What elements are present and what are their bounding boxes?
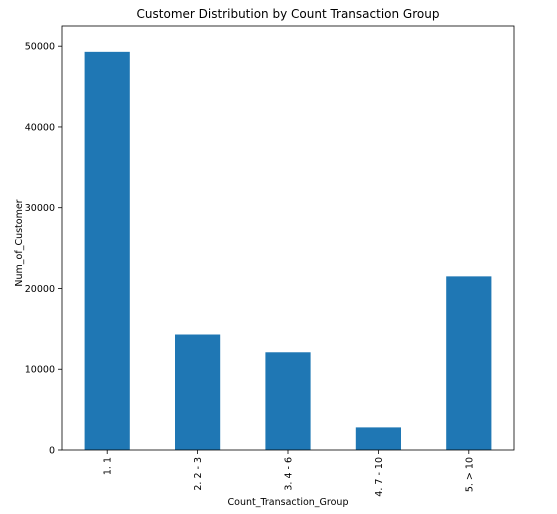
x-tick-label-2: 3. 4 - 6 xyxy=(284,457,295,491)
x-tick-label-0: 1. 1 xyxy=(103,457,114,475)
y-tick-label-3: 30000 xyxy=(25,203,55,214)
y-axis-label: Num_of_Customer xyxy=(14,199,25,286)
x-axis-label: Count_Transaction_Group xyxy=(228,497,349,508)
y-tick-label-0: 0 xyxy=(49,446,55,457)
y-tick-label-1: 10000 xyxy=(25,365,55,376)
x-tick-label-3: 4. 7 - 10 xyxy=(374,457,385,497)
y-tick-label-4: 40000 xyxy=(25,122,55,133)
bar-4 xyxy=(355,427,401,450)
axes-layer: 0 10000 20000 30000 40000 50000 1. 1 2. 2 - 3 3.… xyxy=(25,25,515,497)
bar-3 xyxy=(265,352,311,450)
y-tick-label-5: 50000 xyxy=(25,42,55,53)
x-tick-label-4: 5. > 10 xyxy=(464,457,475,492)
bar-2 xyxy=(175,334,221,450)
chart-title: Customer Distribution by Count Transacti… xyxy=(137,7,440,21)
x-tick-label-1: 2. 2 - 3 xyxy=(193,457,204,491)
y-tick-label-2: 20000 xyxy=(25,284,55,295)
bar-5 xyxy=(446,276,492,450)
bars-layer xyxy=(84,51,492,450)
bar-1 xyxy=(84,51,130,450)
